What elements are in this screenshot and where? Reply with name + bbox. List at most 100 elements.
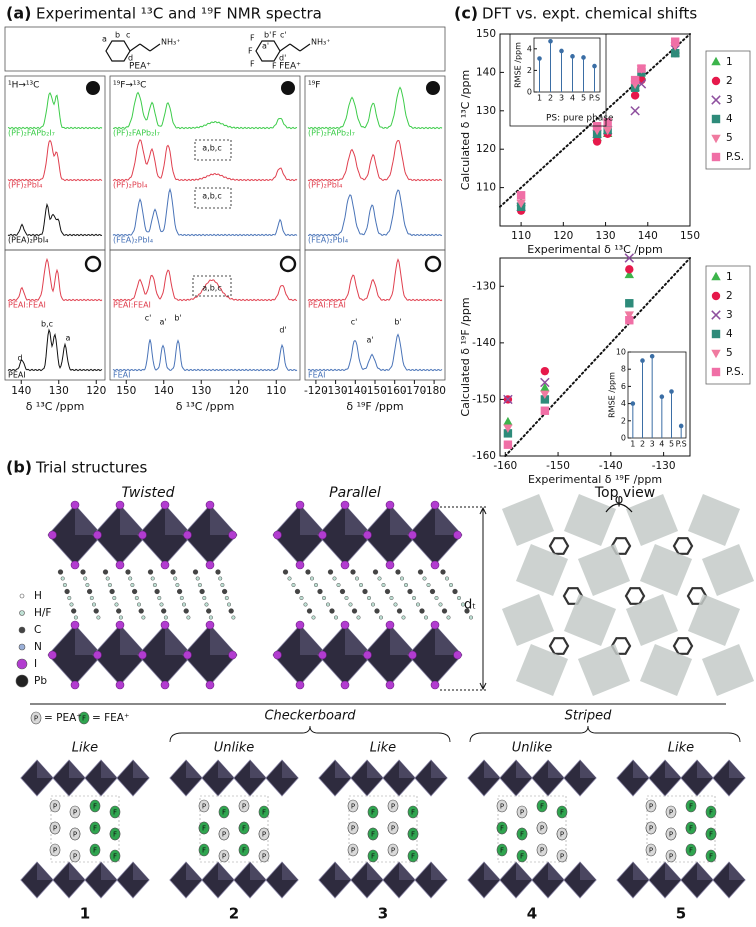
octahedron-face bbox=[250, 760, 267, 778]
condition-open bbox=[279, 255, 297, 273]
spectrum bbox=[112, 339, 298, 372]
parity-line bbox=[499, 33, 691, 208]
organic-atom bbox=[86, 588, 93, 595]
organic-atom bbox=[141, 615, 146, 620]
molecule-ball bbox=[516, 849, 528, 863]
column-header: ¹H→¹³C bbox=[8, 81, 39, 91]
atom-legend-marker bbox=[18, 643, 26, 651]
iodine-atom bbox=[183, 530, 192, 540]
organic-atom bbox=[130, 583, 135, 588]
organic-atom bbox=[60, 576, 65, 581]
peak-label: a' bbox=[159, 318, 166, 327]
x-tick-label: -160 bbox=[493, 460, 517, 472]
top-view-tile bbox=[639, 643, 693, 697]
legend-marker bbox=[711, 349, 721, 359]
organic-atom bbox=[109, 588, 115, 595]
spectrum bbox=[112, 269, 298, 302]
inset-x-tick-label: 3 bbox=[650, 440, 655, 449]
iodine-atom bbox=[115, 500, 125, 510]
molecule-ball bbox=[78, 711, 90, 725]
organic-atom bbox=[89, 596, 94, 601]
organic-atom bbox=[422, 576, 427, 581]
molecule-ball bbox=[198, 843, 210, 857]
molecule-ball bbox=[556, 827, 568, 841]
organic-atom bbox=[183, 608, 189, 614]
x-tick-label: 140 bbox=[11, 385, 31, 397]
octahedron-face bbox=[186, 862, 203, 880]
molecule-ball bbox=[109, 827, 121, 841]
molecule-symbol: F bbox=[500, 825, 504, 833]
x-tick-label: -130 bbox=[652, 460, 676, 472]
point bbox=[625, 316, 634, 325]
inset-x-tick-label: 5 bbox=[581, 94, 586, 103]
molecule-key: = PEA⁺ bbox=[44, 712, 82, 724]
iodine-atom bbox=[453, 530, 462, 540]
molecule-symbol: F bbox=[520, 831, 524, 839]
inset-note: PS: pure phase bbox=[546, 114, 614, 124]
y-tick-label: -160 bbox=[472, 450, 496, 462]
organic-atom bbox=[339, 588, 346, 595]
molecule-ball bbox=[218, 849, 230, 863]
organic-atom bbox=[150, 576, 155, 581]
panel-label: (c) bbox=[454, 4, 478, 23]
top-view-tile bbox=[687, 493, 741, 547]
molecule-ball bbox=[109, 849, 121, 863]
organic-atom bbox=[220, 583, 225, 588]
octahedron-face bbox=[548, 862, 565, 880]
organic-atom bbox=[181, 602, 186, 607]
top-view-tile bbox=[625, 593, 679, 647]
molecule-ball bbox=[367, 827, 379, 841]
spectrum bbox=[307, 258, 443, 302]
column-header: ¹⁹F→¹³C bbox=[113, 81, 146, 91]
stem bbox=[678, 423, 684, 438]
spectrum bbox=[112, 139, 298, 182]
organic-atom bbox=[416, 602, 421, 607]
molecule-symbol: F bbox=[371, 831, 375, 839]
organic-atom bbox=[170, 569, 176, 575]
organic-atom bbox=[173, 576, 178, 581]
octahedron-face bbox=[133, 760, 150, 778]
molecule-ball bbox=[496, 843, 508, 857]
point bbox=[540, 366, 550, 376]
organic-atom bbox=[379, 615, 384, 620]
molecule-symbol: P bbox=[669, 809, 673, 817]
peak-label: a,b,c bbox=[202, 284, 221, 293]
y-tick-label: 120 bbox=[476, 143, 496, 155]
molecule-symbol: F bbox=[709, 831, 713, 839]
panel-title: Trial structures bbox=[35, 459, 147, 477]
molecule-symbol: F bbox=[262, 809, 266, 817]
structure-box bbox=[4, 26, 446, 72]
organic-atom bbox=[128, 576, 133, 581]
y-axis-label: Calculated δ ¹⁹F /ppm bbox=[459, 297, 472, 416]
organic-atom bbox=[395, 569, 401, 575]
molecule-ball bbox=[89, 821, 101, 835]
peak-label: a,b,c bbox=[202, 192, 221, 201]
legend-box bbox=[705, 50, 751, 170]
unit-cell bbox=[497, 795, 567, 863]
structure-name: PEA⁺ bbox=[129, 62, 151, 72]
atom-label: d bbox=[128, 54, 133, 63]
spectrum-label: (PF)₂PbI₄ bbox=[113, 181, 147, 190]
stem bbox=[640, 358, 645, 438]
molecule-ball bbox=[496, 799, 508, 813]
organic-atom bbox=[327, 569, 334, 575]
arrangement-label: Unlike bbox=[214, 741, 255, 756]
organic-atom bbox=[372, 569, 379, 575]
peak-label: c' bbox=[145, 314, 152, 323]
legend-marker bbox=[711, 76, 721, 86]
spectrum-label: (PF)₂FAPb₂I₇ bbox=[113, 129, 160, 138]
arrow bbox=[479, 506, 487, 691]
atom-legend-marker bbox=[16, 658, 28, 670]
inset-x-tick-label: P.S bbox=[589, 94, 600, 103]
molecule-symbol: F bbox=[93, 847, 97, 855]
x-tick-label: -170 bbox=[402, 385, 426, 397]
top-view-molecule bbox=[672, 637, 694, 655]
molecule-ball bbox=[258, 849, 270, 863]
molecule-symbol: P bbox=[351, 825, 355, 833]
organic-atom bbox=[329, 608, 335, 614]
iodine-atom bbox=[93, 650, 102, 660]
molecule-symbol: P bbox=[222, 831, 226, 839]
iodine-atom bbox=[273, 650, 282, 660]
organic-atom bbox=[224, 596, 229, 601]
iodine-atom bbox=[408, 530, 417, 540]
